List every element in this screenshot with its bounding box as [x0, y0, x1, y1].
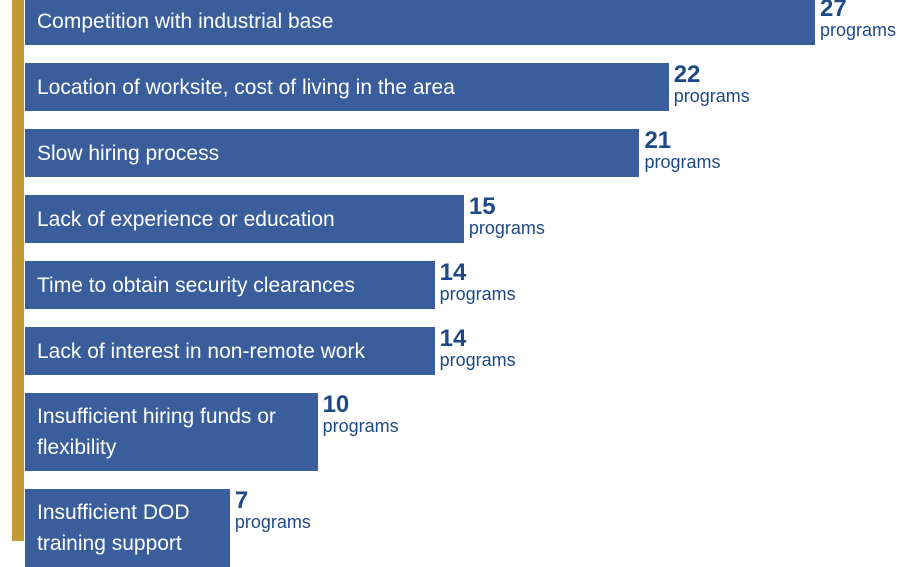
bar: Lack of interest in non-remote work — [25, 327, 435, 375]
value-label: 14 programs — [439, 325, 516, 370]
value-label: 14 programs — [439, 259, 516, 304]
value-unit: programs — [439, 350, 516, 370]
value-number: 14 — [439, 259, 467, 286]
bar-label: Lack of experience or education — [37, 207, 335, 231]
bar: Insufficient DOD training support — [25, 489, 230, 567]
value-number: 10 — [322, 391, 350, 418]
value-unit: programs — [468, 218, 545, 238]
bar-row: Insufficient hiring funds or flexibility… — [25, 393, 905, 471]
bar-label: Insufficient hiring funds or flexibility — [37, 405, 276, 459]
bar-label: Insufficient DOD training support — [37, 501, 190, 555]
value-label: 21 programs — [644, 127, 721, 172]
value-unit: programs — [644, 152, 721, 172]
bar: Insufficient hiring funds or flexibility — [25, 393, 318, 471]
value-unit: programs — [820, 20, 897, 40]
bar-label: Lack of interest in non-remote work — [37, 339, 365, 363]
value-number: 21 — [644, 127, 672, 154]
bar-row: Time to obtain security clearances 14 prog… — [25, 261, 905, 309]
value-number: 15 — [468, 193, 496, 220]
bar-row: Lack of experience or education 15 program… — [25, 195, 905, 243]
bar-label: Time to obtain security clearances — [37, 273, 355, 297]
bar-row: Slow hiring process 21 programs — [25, 129, 905, 177]
chart: Competition with industrial base 27 progra… — [25, 0, 905, 567]
bar: Lack of experience or education — [25, 195, 464, 243]
bar-row: Competition with industrial base 27 progra… — [25, 0, 905, 45]
accent-bar — [12, 0, 24, 541]
value-number: 7 — [234, 487, 249, 514]
bar-row: Location of worksite, cost of living in … — [25, 63, 905, 111]
bar-row: Lack of interest in non-remote work 14 pro… — [25, 327, 905, 375]
value-label: 22 programs — [673, 61, 750, 106]
bar: Location of worksite, cost of living in … — [25, 63, 669, 111]
bar: Time to obtain security clearances — [25, 261, 435, 309]
value-unit: programs — [673, 86, 750, 106]
bar: Competition with industrial base — [25, 0, 815, 45]
value-unit: programs — [439, 284, 516, 304]
page: Competition with industrial base 27 progra… — [12, 0, 897, 567]
value-number: 22 — [673, 61, 701, 88]
value-unit: programs — [234, 512, 311, 532]
value-label: 7 programs — [234, 487, 311, 532]
value-label: 15 programs — [468, 193, 545, 238]
value-number: 14 — [439, 325, 467, 352]
value-unit: programs — [322, 416, 399, 436]
bar-label: Slow hiring process — [37, 141, 220, 165]
bar: Slow hiring process — [25, 129, 640, 177]
bar-row: Insufficient DOD training support 7 progra… — [25, 489, 905, 567]
value-label: 10 programs — [322, 391, 399, 436]
bar-label: Competition with industrial base — [37, 9, 334, 33]
bar-label: Location of worksite, cost of living in … — [37, 75, 455, 99]
value-number: 27 — [820, 0, 847, 22]
value-label: 27 programs — [820, 0, 896, 39]
